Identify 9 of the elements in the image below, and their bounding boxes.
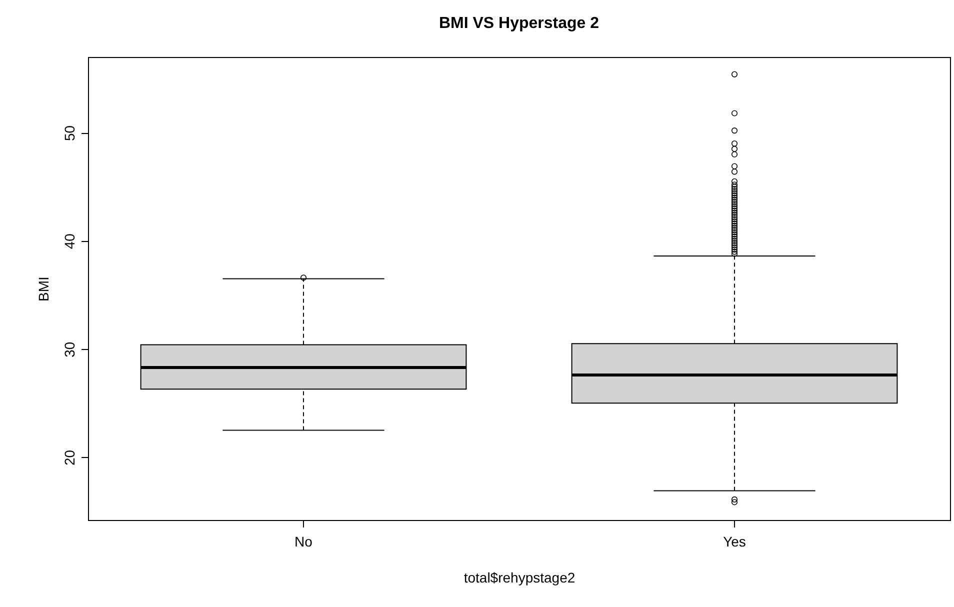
x-axis-title: total$rehypstage2 [464, 570, 576, 586]
x-tick-label: No [294, 534, 313, 550]
y-tick-label: 20 [62, 450, 78, 466]
x-tick-label: Yes [723, 534, 746, 550]
chart-title: BMI VS Hyperstage 2 [438, 15, 600, 32]
y-tick-label: 30 [62, 342, 78, 358]
y-tick-label: 50 [62, 125, 78, 142]
y-tick-label: 40 [62, 233, 78, 250]
y-axis-title: BMI [36, 276, 52, 302]
